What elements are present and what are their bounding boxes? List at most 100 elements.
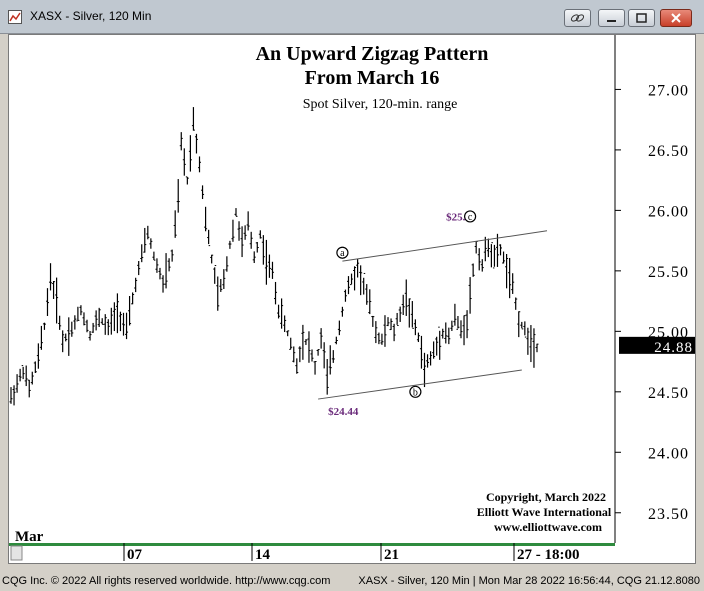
price-bar xyxy=(313,361,317,375)
price-bar xyxy=(36,343,40,369)
price-bar xyxy=(377,332,381,345)
price-bar xyxy=(505,253,509,289)
wave-label-text: b xyxy=(413,387,418,398)
price-bar xyxy=(231,219,235,242)
price-bar xyxy=(508,257,512,299)
price-bar xyxy=(346,276,350,295)
price-bar xyxy=(343,289,347,302)
price-bar xyxy=(456,315,460,330)
chart-app-icon xyxy=(8,10,22,24)
price-bar xyxy=(128,296,132,326)
price-bar xyxy=(255,241,259,253)
price-bar xyxy=(88,330,92,341)
price-bar xyxy=(207,229,211,247)
price-bar xyxy=(419,335,423,369)
price-bar xyxy=(222,269,226,290)
price-bar xyxy=(413,319,417,336)
price-bar xyxy=(374,321,378,344)
x-tick-label: Mar xyxy=(15,529,44,545)
price-bar xyxy=(286,330,290,337)
price-bar xyxy=(356,258,360,278)
price-bar xyxy=(249,231,253,249)
restore-button[interactable] xyxy=(628,9,655,27)
price-bar xyxy=(529,325,533,363)
price-bar xyxy=(441,328,445,339)
price-bar xyxy=(55,277,59,324)
price-bar xyxy=(194,133,198,154)
price-chart[interactable]: 27.0026.5026.0025.5025.0024.5024.0023.50… xyxy=(9,35,695,563)
price-bar xyxy=(137,261,141,276)
price-bar xyxy=(331,350,335,363)
price-bar xyxy=(535,343,539,353)
close-button[interactable] xyxy=(660,9,692,27)
minimize-button[interactable] xyxy=(598,9,625,27)
price-bar xyxy=(94,310,98,331)
price-bar xyxy=(121,312,125,336)
price-bar xyxy=(213,265,217,284)
price-bar xyxy=(295,358,299,374)
price-bar xyxy=(234,208,238,217)
x-tick-label: 14 xyxy=(255,547,271,563)
price-bar xyxy=(322,342,326,369)
price-bar xyxy=(489,242,493,268)
wave-label-text: a xyxy=(340,248,345,259)
price-bar xyxy=(67,317,71,356)
chart-subtitle: Spot Silver, 120-min. range xyxy=(303,97,458,112)
price-bar xyxy=(106,319,110,336)
price-bar xyxy=(82,312,86,326)
price-bar xyxy=(459,320,463,339)
price-bar xyxy=(447,327,451,345)
price-bar xyxy=(383,315,387,347)
price-bar xyxy=(395,312,399,326)
y-tick-label: 24.00 xyxy=(648,445,689,462)
price-bar xyxy=(511,273,515,294)
price-bar xyxy=(292,346,296,363)
price-bar xyxy=(204,206,208,232)
price-bar xyxy=(173,210,177,238)
price-bar xyxy=(477,248,481,271)
price-bar xyxy=(97,307,101,327)
price-bar xyxy=(155,258,159,273)
wave-label-c: c xyxy=(464,210,477,223)
price-bar xyxy=(319,328,323,349)
price-bar xyxy=(64,333,68,342)
price-bar xyxy=(337,320,341,336)
copyright-line-3: www.elliottwave.com xyxy=(494,520,602,534)
price-bar xyxy=(52,280,56,299)
price-bar xyxy=(426,354,430,368)
price-bar xyxy=(21,365,25,380)
price-bar xyxy=(131,292,135,305)
price-bar xyxy=(246,211,250,231)
price-bar xyxy=(134,277,138,293)
footer-symbol-info: XASX - Silver, 120 Min | Mon Mar 28 2022… xyxy=(358,575,700,587)
price-bar xyxy=(103,314,107,335)
price-bar xyxy=(73,315,77,330)
x-tick-label: 27 - 18:00 xyxy=(517,547,580,563)
price-bar xyxy=(328,345,332,375)
price-bar xyxy=(27,379,31,398)
price-bar xyxy=(429,351,433,366)
link-button[interactable] xyxy=(564,9,591,27)
price-bar xyxy=(492,244,496,269)
price-bar xyxy=(371,315,375,327)
price-bar xyxy=(225,256,229,272)
chart-frame[interactable]: 27.00 26.50 26.00 25.50 25.00 24.50 24.00 23.50… xyxy=(8,34,696,564)
price-bar xyxy=(79,305,83,316)
price-bar xyxy=(325,359,329,395)
scroll-handle[interactable] xyxy=(10,545,23,561)
price-bars xyxy=(9,107,539,406)
price-bar xyxy=(438,326,442,360)
price-bar xyxy=(416,332,420,343)
price-bar xyxy=(495,233,499,267)
price-bar xyxy=(267,254,271,278)
minimize-icon xyxy=(607,20,616,22)
window-titlebar[interactable]: XASX - Silver, 120 Min xyxy=(0,0,704,34)
price-bar xyxy=(182,148,186,176)
price-bar xyxy=(112,302,116,332)
price-bar xyxy=(340,306,344,317)
price-bar xyxy=(450,320,454,331)
price-bar xyxy=(310,349,314,362)
price-bar xyxy=(502,251,506,264)
price-bar xyxy=(216,276,220,311)
